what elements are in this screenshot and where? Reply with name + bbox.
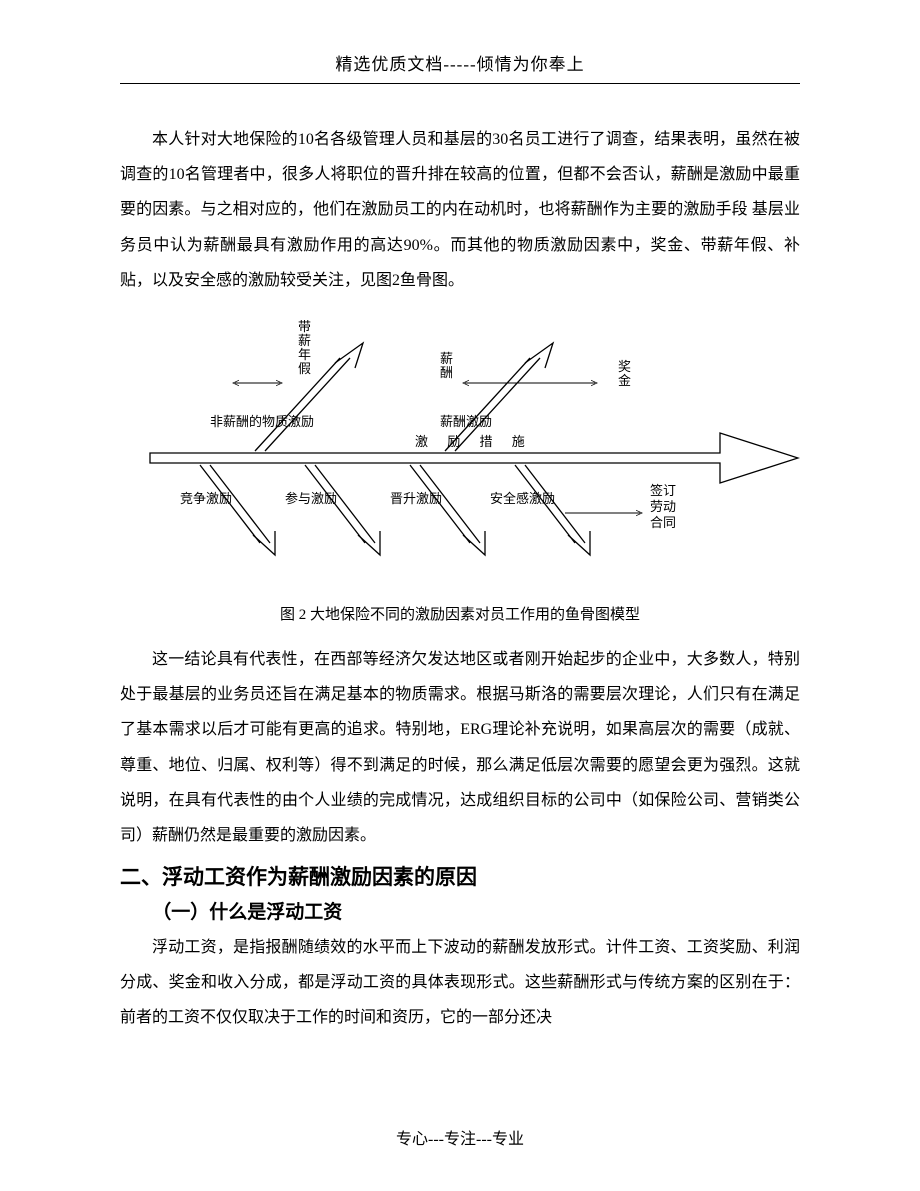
paragraph-1: 本人针对大地保险的10名各级管理人员和基层的30名员工进行了调查，结果表明，虽然… — [120, 122, 800, 298]
bottom-branch-3: 晋升激励 — [390, 465, 485, 555]
paragraph-2: 这一结论具有代表性，在西部等经济欠发达地区或者刚开始起步的企业中，大多数人，特别… — [120, 642, 800, 853]
heading-2: 二、浮动工资作为薪酬激励因素的原因 — [120, 861, 800, 891]
bottom-branch-3-label: 晋升激励 — [390, 491, 442, 506]
paragraph-3: 浮动工资，是指报酬随绩效的水平而上下波动的薪酬发放形式。计件工资、工资奖励、利润… — [120, 930, 800, 1036]
bottom-branch-4-side: 签订劳动合同 — [650, 483, 676, 530]
fishbone-diagram: 激 励 措 施 非薪酬的物质激励 带薪年假 薪酬激励 薪酬 — [120, 303, 800, 583]
heading-3: （一）什么是浮动工资 — [152, 897, 800, 924]
top-branch-2-side: 奖金 — [618, 359, 631, 388]
bottom-branch-1-label: 竞争激励 — [180, 491, 232, 506]
page-footer: 专心---专注---专业 — [0, 1125, 920, 1149]
top-branch-1-label: 非薪酬的物质激励 — [210, 414, 314, 429]
bottom-branch-2: 参与激励 — [285, 465, 380, 555]
page-header: 精选优质文档-----倾情为你奉上 — [120, 50, 800, 84]
bottom-branch-4-label: 安全感激励 — [490, 491, 555, 506]
top-branch-2-label: 薪酬激励 — [440, 414, 492, 429]
top-branch-1-sub: 带薪年假 — [298, 319, 311, 376]
bottom-branch-2-label: 参与激励 — [285, 491, 337, 506]
figure-caption: 图 2 大地保险不同的激励因素对员工作用的鱼骨图模型 — [120, 603, 800, 624]
top-branch-1: 非薪酬的物质激励 带薪年假 — [210, 319, 363, 451]
spine-label: 激 励 措 施 — [415, 434, 533, 449]
bottom-branch-1: 竞争激励 — [180, 465, 275, 555]
spine-arrow: 激 励 措 施 — [150, 433, 798, 483]
bottom-branch-4: 安全感激励 签订劳动合同 — [490, 465, 676, 555]
top-branch-2-sub: 薪酬 — [440, 351, 453, 380]
